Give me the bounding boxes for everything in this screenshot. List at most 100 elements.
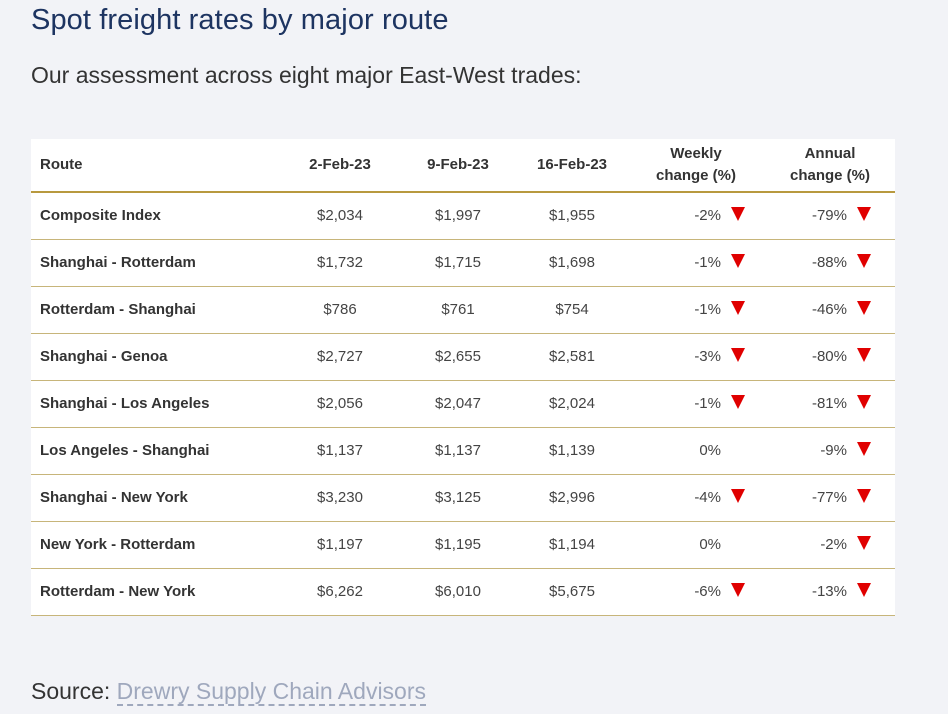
weekly-change-cell: 0% xyxy=(627,521,765,568)
weekly-change-cell-value: 0% xyxy=(699,442,721,459)
table-row: Shanghai - Los Angeles $2,056 $2,047 $2,024… xyxy=(31,380,895,427)
column-header-date-3: 16-Feb-23 xyxy=(536,156,608,173)
annual-change-cell-value: -9% xyxy=(820,442,847,459)
down-arrow-icon xyxy=(857,394,871,409)
weekly-change-cell-value: -4% xyxy=(694,489,721,506)
freight-rates-table-container: Route 2-Feb-23 9-Feb-23 16-Feb-23 Weekly… xyxy=(31,139,895,616)
annual-change-cell: -80% xyxy=(765,333,895,380)
table-row: Rotterdam - New York $6,262 $6,010 $5,675 -6… xyxy=(31,568,895,615)
table-row: Los Angeles - Shanghai $1,137 $1,137 $1,139… xyxy=(31,427,895,474)
page-title: Spot freight rates by major route xyxy=(31,4,449,36)
annual-change-cell: -81% xyxy=(765,380,895,427)
rate-date-1-cell: $1,197 xyxy=(317,536,363,553)
weekly-change-cell-value: -6% xyxy=(694,583,721,600)
rate-date-1-cell: $786 xyxy=(323,301,357,318)
annual-change-cell: -79% xyxy=(765,192,895,239)
down-arrow-icon xyxy=(857,488,871,503)
annual-change-cell-value: -80% xyxy=(811,348,847,365)
down-arrow-icon xyxy=(731,253,745,268)
annual-change-cell-value: -79% xyxy=(811,207,847,225)
rate-date-2-cell: $2,655 xyxy=(435,348,481,365)
annual-change-cell: -9% xyxy=(765,427,895,474)
down-arrow-icon xyxy=(857,206,871,221)
rate-date-1-cell: $2,727 xyxy=(317,348,363,365)
table-row: Rotterdam - Shanghai $786 $761 $754 -1% -46% xyxy=(31,286,895,333)
rate-date-3-cell: $2,581 xyxy=(549,348,595,365)
rate-date-3-cell: $1,698 xyxy=(549,254,595,271)
weekly-change-cell: -1% xyxy=(627,286,765,333)
route-name-cell: Shanghai - Los Angeles xyxy=(40,395,210,412)
down-arrow-icon xyxy=(731,582,745,597)
weekly-change-cell-value: -1% xyxy=(694,301,721,318)
annual-change-cell: -46% xyxy=(765,286,895,333)
rate-date-3-cell: $1,194 xyxy=(549,536,595,553)
annual-change-cell: -2% xyxy=(765,521,895,568)
weekly-change-cell: -1% xyxy=(627,239,765,286)
annual-change-cell-value: -88% xyxy=(811,254,847,271)
down-arrow-icon xyxy=(857,347,871,362)
annual-change-cell: -88% xyxy=(765,239,895,286)
annual-change-cell-value: -2% xyxy=(820,536,847,553)
table-row: New York - Rotterdam $1,197 $1,195 $1,194 0%… xyxy=(31,521,895,568)
rate-date-1-cell: $6,262 xyxy=(317,583,363,600)
down-arrow-icon xyxy=(731,488,745,503)
route-name-cell: Composite Index xyxy=(40,207,161,225)
rate-date-3-cell: $5,675 xyxy=(549,583,595,600)
down-arrow-icon xyxy=(857,441,871,456)
route-name-cell: New York - Rotterdam xyxy=(40,536,196,553)
freight-rates-table: Route 2-Feb-23 9-Feb-23 16-Feb-23 Weekly… xyxy=(31,139,895,616)
route-name-cell: Rotterdam - New York xyxy=(40,583,196,600)
weekly-change-cell-value: -1% xyxy=(694,254,721,271)
down-arrow-icon xyxy=(731,300,745,315)
down-arrow-icon xyxy=(857,300,871,315)
table-row: Shanghai - New York $3,230 $3,125 $2,996 -4%… xyxy=(31,474,895,521)
weekly-change-cell-value: -3% xyxy=(694,348,721,365)
rate-date-3-cell: $2,996 xyxy=(549,489,595,506)
source-line: Source: Drewry Supply Chain Advisors xyxy=(31,678,426,706)
weekly-header-line-1: Weekly xyxy=(670,145,722,162)
weekly-change-cell: -6% xyxy=(627,568,765,615)
weekly-change-cell: -3% xyxy=(627,333,765,380)
table-row: Composite Index $2,034 $1,997 $1,955 -2% -79% xyxy=(31,192,895,239)
column-header-route: Route xyxy=(40,156,83,173)
down-arrow-icon xyxy=(731,394,745,409)
rate-date-2-cell: $1,997 xyxy=(435,207,481,225)
down-arrow-icon xyxy=(731,206,745,221)
rate-date-2-cell: $1,715 xyxy=(435,254,481,271)
rate-date-1-cell: $2,034 xyxy=(317,207,363,225)
weekly-change-cell: -1% xyxy=(627,380,765,427)
weekly-change-cell: -2% xyxy=(627,192,765,239)
down-arrow-icon xyxy=(857,582,871,597)
route-name-cell: Rotterdam - Shanghai xyxy=(40,301,196,318)
table-row: Shanghai - Genoa $2,727 $2,655 $2,581 -3% -80… xyxy=(31,333,895,380)
rate-date-3-cell: $754 xyxy=(555,301,589,318)
weekly-change-cell: -4% xyxy=(627,474,765,521)
rate-date-1-cell: $1,137 xyxy=(317,442,363,459)
page-subtitle: Our assessment across eight major East-W… xyxy=(31,62,582,88)
route-name-cell: Shanghai - Rotterdam xyxy=(40,254,196,271)
weekly-change-cell-value: -1% xyxy=(694,395,721,412)
rate-date-1-cell: $1,732 xyxy=(317,254,363,271)
column-header-weekly-change: Weekly change (%) xyxy=(627,139,765,192)
rate-date-3-cell: $1,955 xyxy=(549,207,595,225)
column-header-annual-change: Annual change (%) xyxy=(765,139,895,192)
table-body: Composite Index $2,034 $1,997 $1,955 -2% -79%… xyxy=(31,192,895,615)
weekly-change-cell-value: 0% xyxy=(699,536,721,553)
rate-date-1-cell: $2,056 xyxy=(317,395,363,412)
down-arrow-icon xyxy=(857,535,871,550)
annual-header-line-2: change (%) xyxy=(789,167,870,184)
weekly-header-line-2: change (%) xyxy=(655,167,736,184)
column-header-date-2: 9-Feb-23 xyxy=(427,156,489,173)
rate-date-2-cell: $1,137 xyxy=(435,442,481,459)
annual-change-cell: -13% xyxy=(765,568,895,615)
rate-date-2-cell: $2,047 xyxy=(435,395,481,412)
annual-change-cell-value: -13% xyxy=(811,583,847,600)
source-label: Source: xyxy=(31,678,111,704)
route-name-cell: Shanghai - Genoa xyxy=(40,348,168,365)
annual-change-cell-value: -81% xyxy=(811,395,847,412)
source-link[interactable]: Drewry Supply Chain Advisors xyxy=(116,678,426,706)
down-arrow-icon xyxy=(857,253,871,268)
rate-date-2-cell: $1,195 xyxy=(435,536,481,553)
weekly-change-cell: 0% xyxy=(627,427,765,474)
rate-date-2-cell: $761 xyxy=(441,301,475,318)
